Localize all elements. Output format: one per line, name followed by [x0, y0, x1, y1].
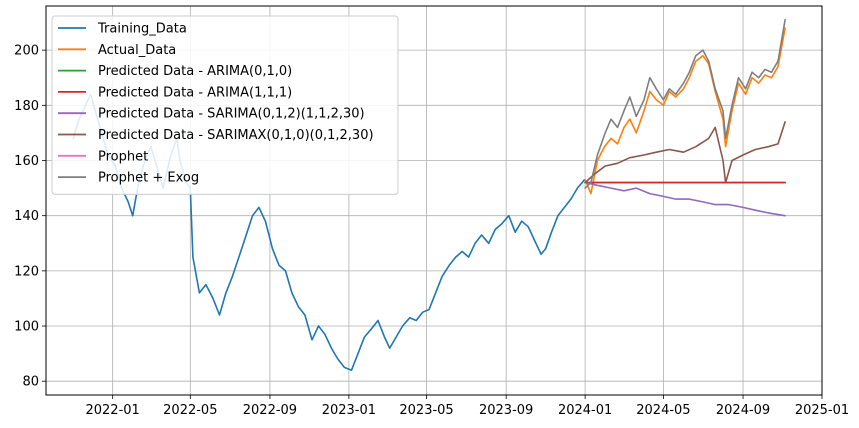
x-tick-label: 2023-09	[479, 403, 533, 418]
x-tick-label: 2024-05	[636, 403, 690, 418]
y-tick-label: 140	[14, 209, 39, 224]
x-tick-label: 2023-01	[322, 403, 376, 418]
series-line-actual-data	[584, 27, 786, 195]
series-line-predicted-data-sarimax-0-1-0-0-1-2-30	[584, 121, 786, 184]
x-tick-label: 2023-05	[399, 403, 453, 418]
legend-label: Prophet	[98, 149, 148, 164]
x-tick-label: 2022-09	[243, 403, 297, 418]
x-tick-label: 2024-01	[558, 403, 612, 418]
series-lines	[72, 18, 786, 372]
grid	[46, 6, 823, 395]
y-tick-label: 160	[14, 154, 39, 169]
legend-label: Prophet + Exog	[98, 171, 199, 186]
legend-label: Predicted Data - ARIMA(0,1,0)	[98, 64, 292, 79]
x-tick-label: 2022-01	[85, 403, 139, 418]
legend-box	[51, 15, 399, 195]
x-tick-label: 2022-05	[163, 403, 217, 418]
legend-label: Actual_Data	[98, 43, 176, 58]
y-tick-label: 120	[14, 264, 39, 279]
legend: Training_Data Actual_Data Predicted Data -…	[51, 15, 399, 195]
axis-ticks: 2022-01 2022-05 2022-09 2023-01 2023-05 2023-…	[14, 44, 849, 418]
legend-label: Predicted Data - SARIMA(0,1,2)(1,1,2,30)	[98, 107, 365, 122]
x-tick-label: 2024-09	[716, 403, 770, 418]
y-tick-label: 100	[14, 320, 39, 335]
legend-label: Predicted Data - ARIMA(1,1,1)	[98, 85, 292, 100]
x-tick-label: 2025-01	[795, 403, 849, 418]
y-tick-label: 180	[14, 99, 39, 114]
series-line-predicted-data-sarima-0-1-2-1-1-2-30	[584, 181, 786, 217]
legend-label: Predicted Data - SARIMAX(0,1,0)(0,1,2,30…	[98, 128, 374, 143]
y-tick-label: 80	[22, 375, 39, 390]
series-line-prophet-exog	[584, 18, 786, 189]
legend-label: Training_Data	[97, 22, 187, 37]
y-tick-label: 200	[14, 44, 39, 59]
plot-frame	[45, 5, 823, 396]
